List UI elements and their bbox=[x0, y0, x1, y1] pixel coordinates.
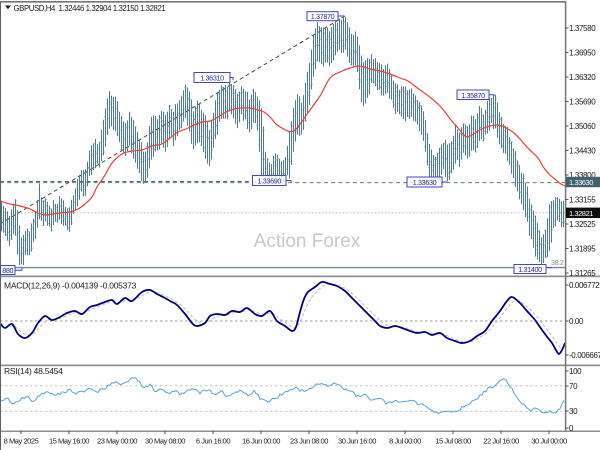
svg-text:1.35060: 1.35060 bbox=[569, 122, 596, 131]
svg-text:1.34430: 1.34430 bbox=[569, 147, 596, 156]
svg-text:1.35870: 1.35870 bbox=[461, 91, 485, 100]
svg-text:Action Forex: Action Forex bbox=[254, 231, 361, 252]
svg-text:22 Jul 16:00: 22 Jul 16:00 bbox=[483, 437, 519, 446]
svg-text:1.37870: 1.37870 bbox=[311, 12, 335, 21]
svg-text:38.2: 38.2 bbox=[551, 260, 564, 267]
svg-text:15 May 16:00: 15 May 16:00 bbox=[49, 437, 89, 446]
svg-text:1.32821: 1.32821 bbox=[569, 209, 593, 218]
svg-text:30 Jun 16:00: 30 Jun 16:00 bbox=[338, 437, 376, 446]
svg-text:1.33155: 1.33155 bbox=[569, 196, 596, 205]
svg-text:0.006772: 0.006772 bbox=[569, 281, 600, 290]
svg-text:1.32525: 1.32525 bbox=[569, 220, 596, 229]
svg-text:30 May 08:00: 30 May 08:00 bbox=[145, 437, 185, 446]
svg-text:1.37580: 1.37580 bbox=[569, 24, 596, 33]
svg-text:70: 70 bbox=[569, 382, 578, 391]
svg-text:23 May 00:00: 23 May 00:00 bbox=[97, 437, 137, 446]
svg-text:1.36950: 1.36950 bbox=[569, 49, 596, 58]
svg-text:8 Jul 00:00: 8 Jul 00:00 bbox=[389, 437, 421, 446]
svg-text:1.36320: 1.36320 bbox=[569, 73, 596, 82]
svg-text:1.31895: 1.31895 bbox=[569, 245, 596, 254]
svg-text:23 Jun 08:00: 23 Jun 08:00 bbox=[290, 437, 328, 446]
svg-text:1.35690: 1.35690 bbox=[569, 98, 596, 107]
svg-text:30: 30 bbox=[569, 407, 578, 416]
svg-text:880: 880 bbox=[2, 266, 13, 275]
svg-text:100: 100 bbox=[569, 367, 582, 376]
svg-text:16 Jun 00:00: 16 Jun 00:00 bbox=[242, 437, 280, 446]
svg-text:GBPUSD,H4 1.32446 1.32904 1.3: GBPUSD,H4 1.32446 1.32904 1.32150 1.3282… bbox=[14, 4, 166, 13]
svg-text:1.33630: 1.33630 bbox=[413, 178, 437, 187]
svg-text:30 Jul 00:00: 30 Jul 00:00 bbox=[531, 437, 567, 446]
svg-text:-0.006667: -0.006667 bbox=[569, 351, 600, 360]
svg-text:1.31400: 1.31400 bbox=[518, 265, 542, 274]
svg-text:0.00: 0.00 bbox=[569, 317, 584, 326]
svg-text:MACD(12,26,9) -0.004139 -0.005: MACD(12,26,9) -0.004139 -0.005373 bbox=[4, 280, 137, 290]
svg-text:0: 0 bbox=[569, 424, 574, 433]
svg-text:1.33690: 1.33690 bbox=[257, 177, 281, 186]
svg-text:1.33630: 1.33630 bbox=[569, 178, 593, 187]
svg-text:1.36310: 1.36310 bbox=[200, 74, 224, 83]
svg-text:8 May 2025: 8 May 2025 bbox=[4, 437, 39, 446]
svg-text:1.33800: 1.33800 bbox=[569, 171, 596, 180]
svg-text:1.31265: 1.31265 bbox=[569, 269, 596, 278]
svg-text:6 Jun 16:00: 6 Jun 16:00 bbox=[196, 437, 231, 446]
svg-text:RSI(14) 48.5454: RSI(14) 48.5454 bbox=[4, 366, 63, 376]
svg-text:15 Jul 08:00: 15 Jul 08:00 bbox=[435, 437, 471, 446]
